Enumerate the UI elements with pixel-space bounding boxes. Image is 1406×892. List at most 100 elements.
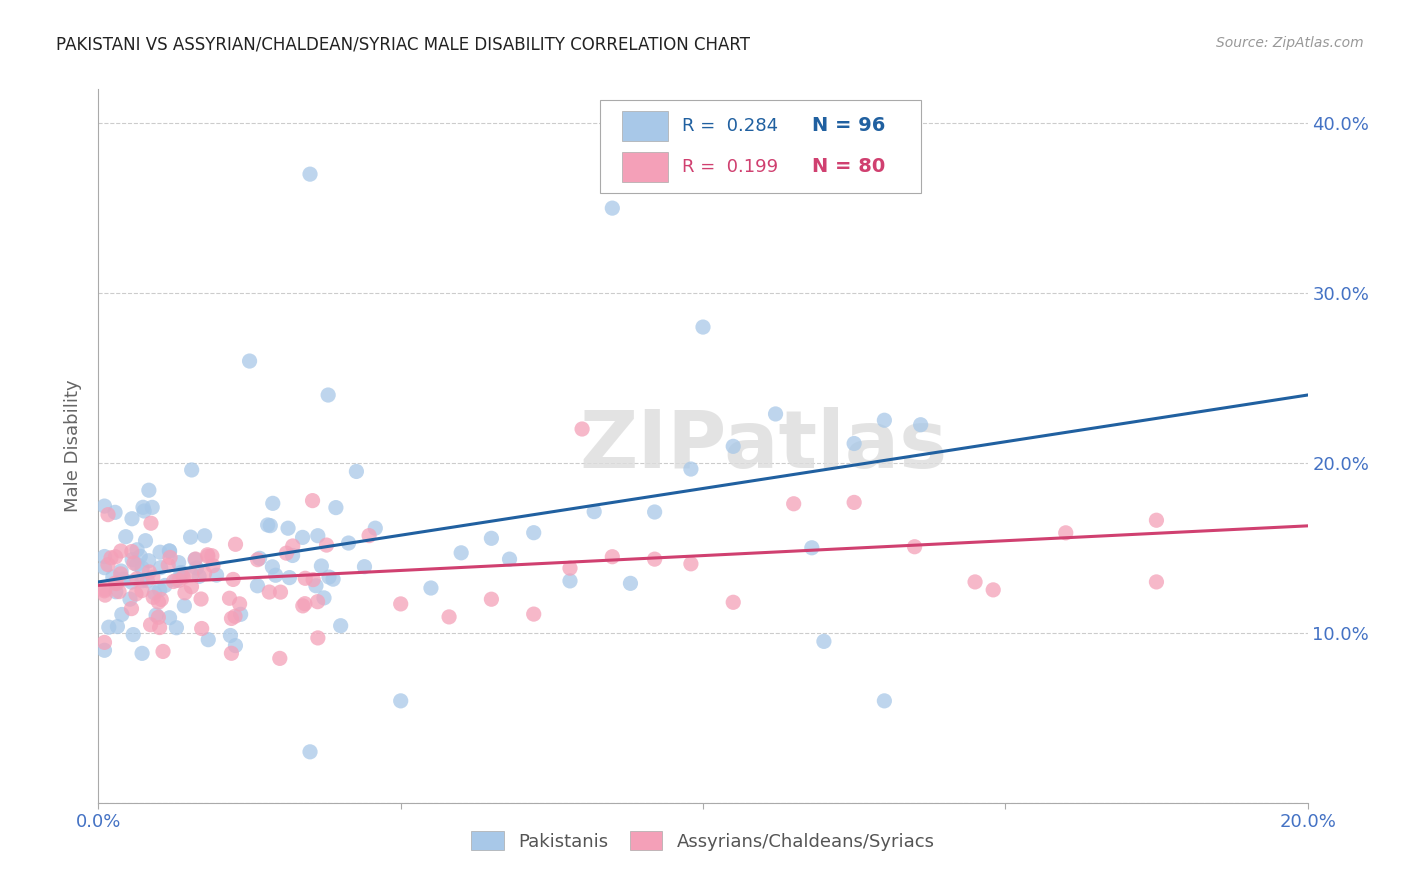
Point [201,558,224,573]
Point [291,599,314,613]
Point [100,550,122,565]
Point [153,578,176,592]
Point [184,552,207,566]
Point [800,541,823,555]
Point [219,628,242,642]
Point [111,607,134,622]
Point [97,620,120,634]
Text: R =  0.284: R = 0.284 [682,117,779,135]
Point [141,500,163,515]
Point [873,694,896,708]
Point [186,561,208,575]
Point [93,643,115,657]
Point [364,521,387,535]
Point [139,617,162,632]
Point [107,619,129,633]
Point [325,500,347,515]
Point [159,544,181,558]
Point [602,201,624,215]
Point [172,566,194,581]
Point [97,558,120,572]
Point [131,561,153,575]
Point [134,533,156,548]
Point [197,548,219,562]
Point [104,576,127,591]
Point [305,579,328,593]
Point [294,597,316,611]
Point [224,639,246,653]
Text: ZIPatlas: ZIPatlas [579,407,948,485]
Point [110,564,132,578]
Point [246,552,269,566]
Y-axis label: Male Disability: Male Disability [65,380,83,512]
Point [93,549,115,564]
Point [281,539,304,553]
Point [129,549,152,564]
Point [148,610,170,624]
Point [259,518,281,533]
Point [190,592,212,607]
FancyBboxPatch shape [621,152,668,182]
Point [873,413,896,427]
Point [121,552,143,566]
Point [291,530,314,544]
Point [221,611,243,625]
Point [783,497,806,511]
Point [180,567,202,582]
Point [311,559,333,574]
Point [481,592,503,607]
Point [619,576,641,591]
Point [138,565,160,579]
Point [173,599,195,613]
Point [262,496,284,510]
Point [270,585,292,599]
Legend: Pakistanis, Assyrians/Chaldeans/Syriacs: Pakistanis, Assyrians/Chaldeans/Syriacs [464,824,942,858]
Point [981,582,1004,597]
Point [190,622,212,636]
Point [353,559,375,574]
Point [224,609,246,624]
Point [523,607,546,621]
Point [205,568,228,582]
Point [904,540,927,554]
Point [301,493,323,508]
Point [679,557,702,571]
Text: PAKISTANI VS ASSYRIAN/CHALDEAN/SYRIAC MALE DISABILITY CORRELATION CHART: PAKISTANI VS ASSYRIAN/CHALDEAN/SYRIAC MA… [56,36,751,54]
Point [143,586,166,600]
FancyBboxPatch shape [600,100,921,193]
Point [269,651,291,665]
Point [134,504,156,518]
Point [197,632,219,647]
Point [498,552,520,566]
Point [165,574,187,588]
Point [197,549,219,564]
FancyBboxPatch shape [621,111,668,141]
Point [104,505,127,519]
Point [723,595,745,609]
Point [239,354,262,368]
Point [131,583,153,598]
Point [194,566,217,581]
Point [692,320,714,334]
Point [180,463,202,477]
Point [149,560,172,574]
Point [131,574,153,588]
Point [112,572,135,586]
Point [765,407,787,421]
Point [277,521,299,535]
Point [114,530,136,544]
Point [1144,513,1167,527]
Point [142,570,165,584]
Point [558,561,581,575]
Point [165,621,187,635]
Point [125,558,148,572]
Point [184,552,207,566]
Point [97,508,120,522]
Point [148,595,170,609]
Point [145,607,167,622]
Point [246,579,269,593]
Point [180,580,202,594]
Point [172,570,194,584]
Point [122,556,145,570]
Point [159,611,181,625]
